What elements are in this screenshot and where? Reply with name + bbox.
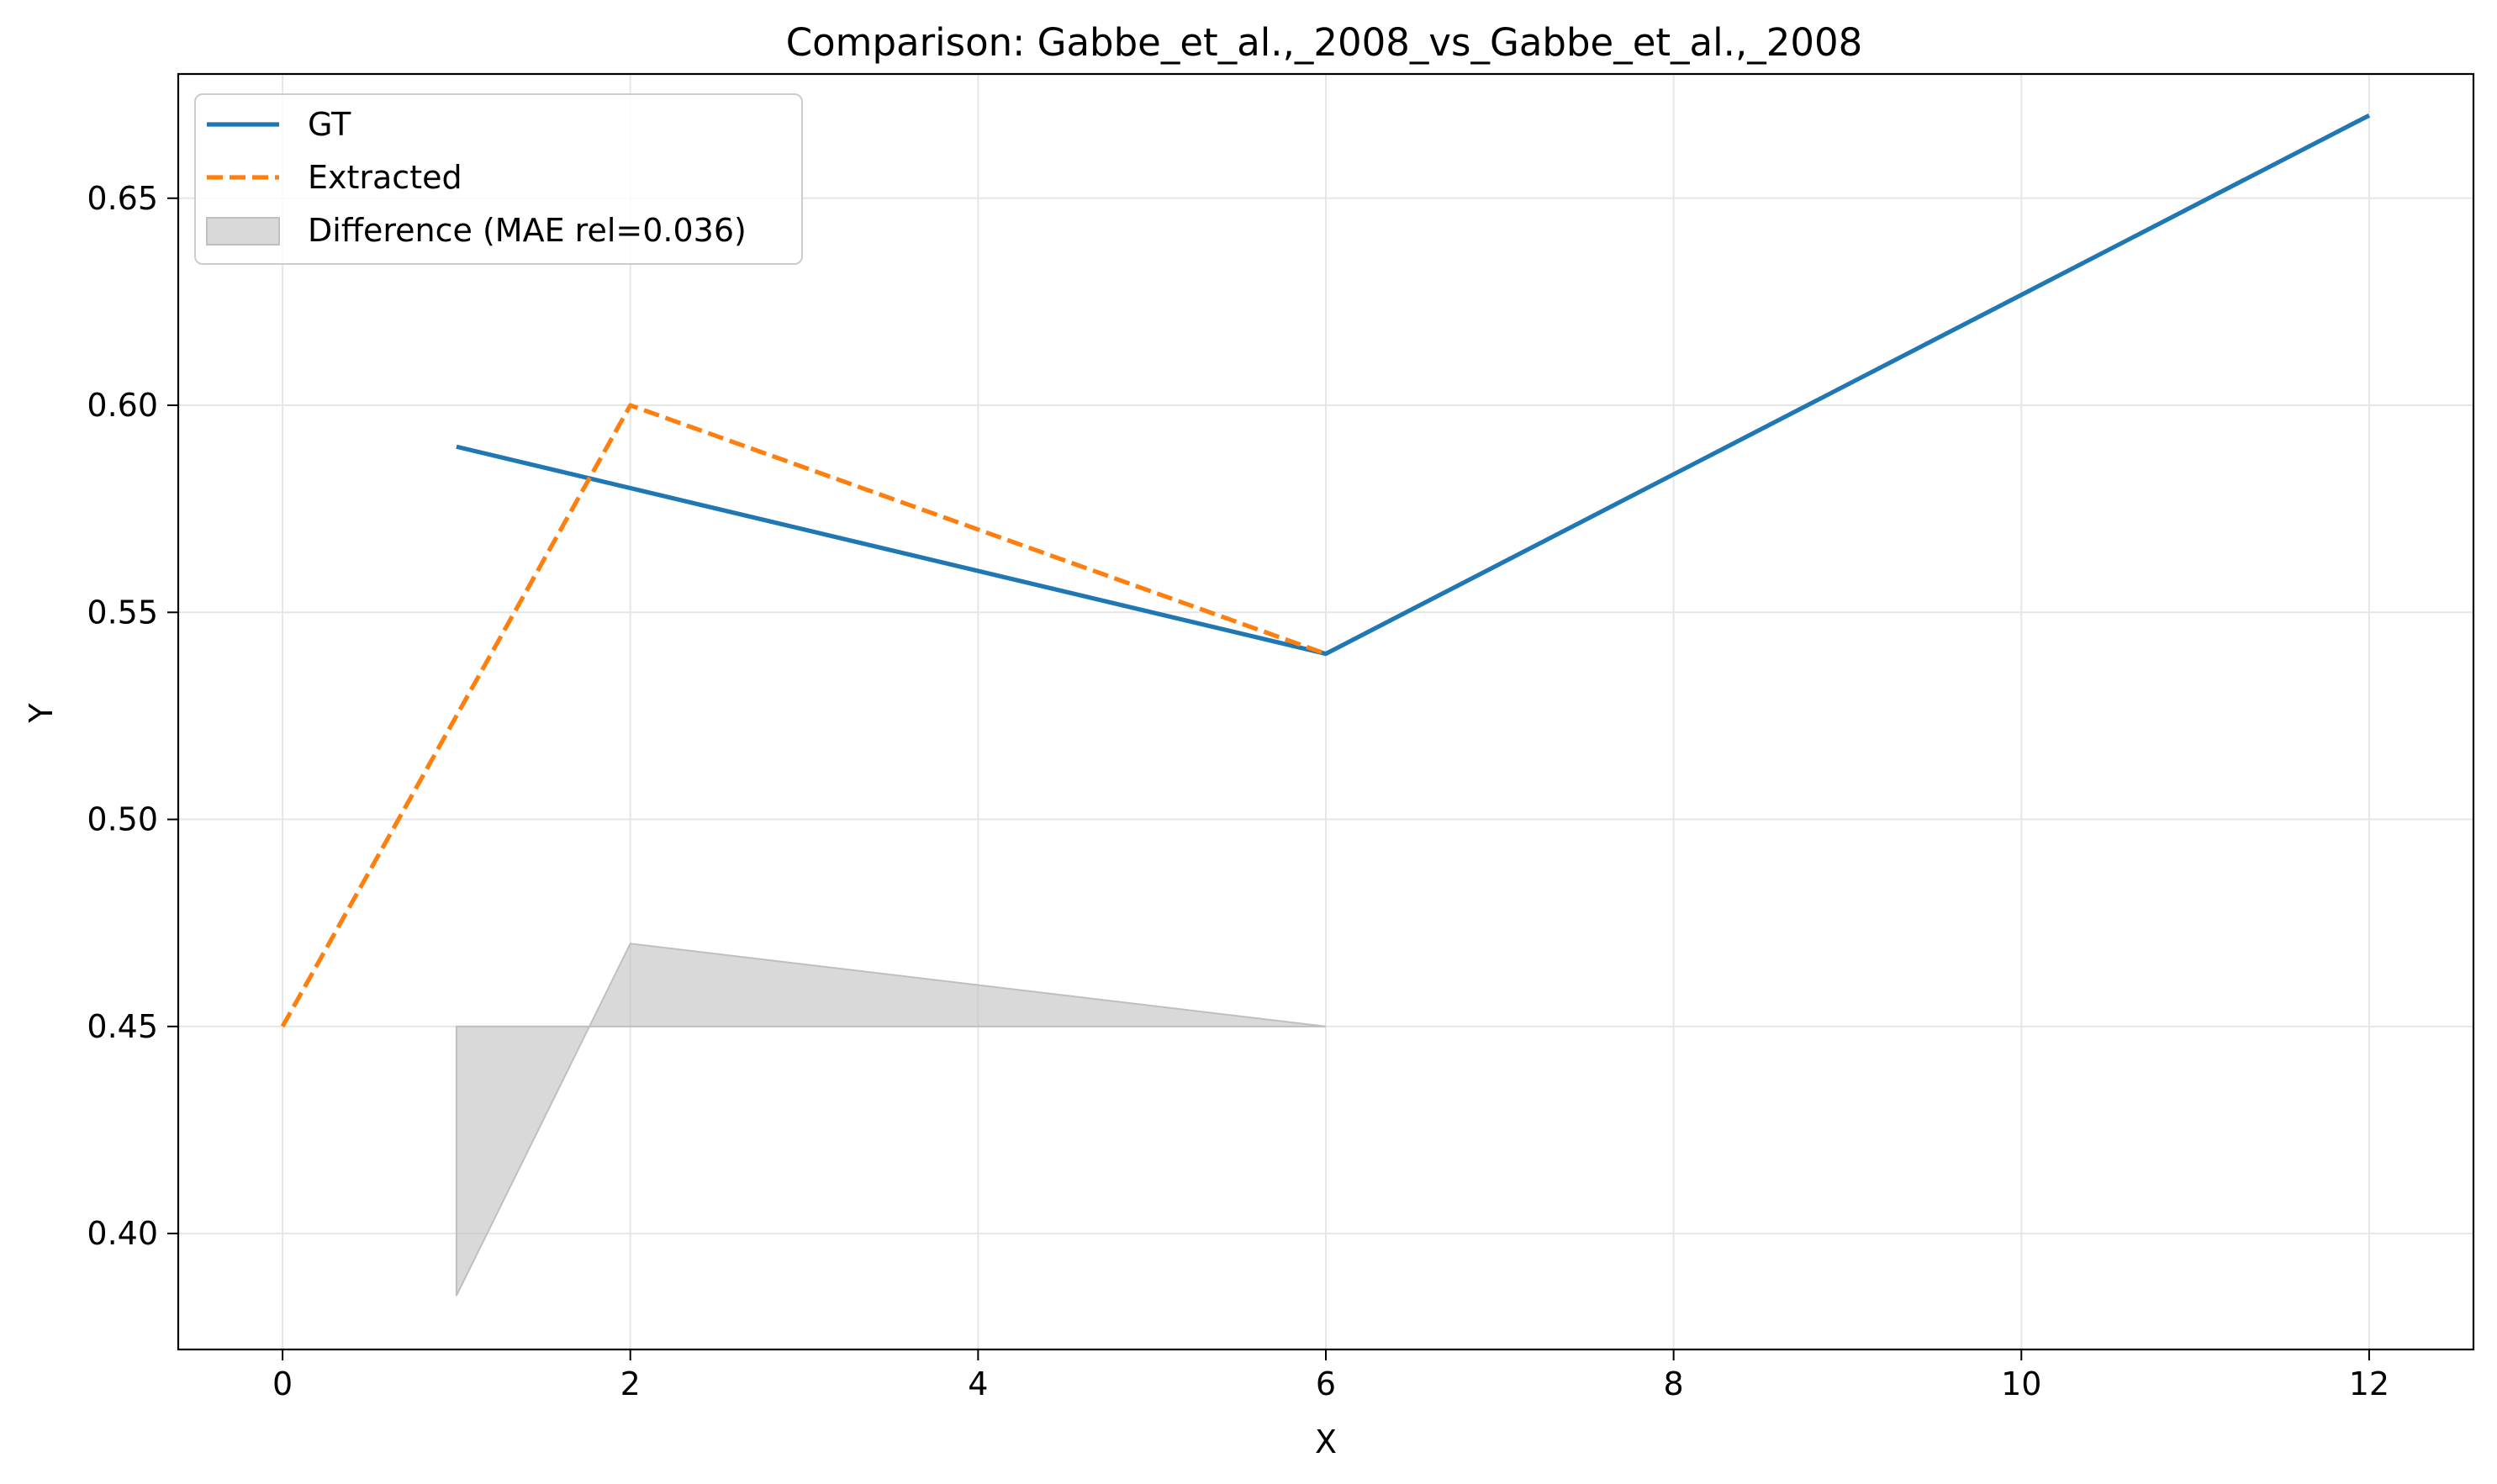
legend-extracted-label: Extracted (308, 159, 462, 196)
chart-title: Comparison: Gabbe_et_al.,_2008_vs_Gabbe_… (786, 20, 1863, 65)
y-axis-label: Y (23, 703, 60, 724)
x-tick-label: 10 (2001, 1365, 2041, 1402)
y-tick-label: 0.55 (87, 594, 158, 631)
legend-difference-patch (207, 218, 279, 245)
x-tick-label: 6 (1316, 1365, 1336, 1402)
x-tick-label: 8 (1664, 1365, 1684, 1402)
legend: GT Extracted Difference (MAE rel=0.036) (195, 94, 802, 264)
y-tick-label: 0.45 (87, 1008, 158, 1045)
x-axis-label: X (1315, 1423, 1337, 1460)
legend-gt-label: GT (308, 106, 351, 143)
x-tick-label: 2 (620, 1365, 641, 1402)
x-tick-label: 0 (272, 1365, 293, 1402)
x-tick-label: 12 (2349, 1365, 2389, 1402)
legend-difference-label: Difference (MAE rel=0.036) (308, 212, 747, 249)
y-tick-label: 0.40 (87, 1215, 158, 1252)
x-tick-label: 4 (968, 1365, 988, 1402)
y-tick-label: 0.65 (87, 180, 158, 217)
y-tick-label: 0.60 (87, 387, 158, 424)
y-tick-label: 0.50 (87, 801, 158, 838)
